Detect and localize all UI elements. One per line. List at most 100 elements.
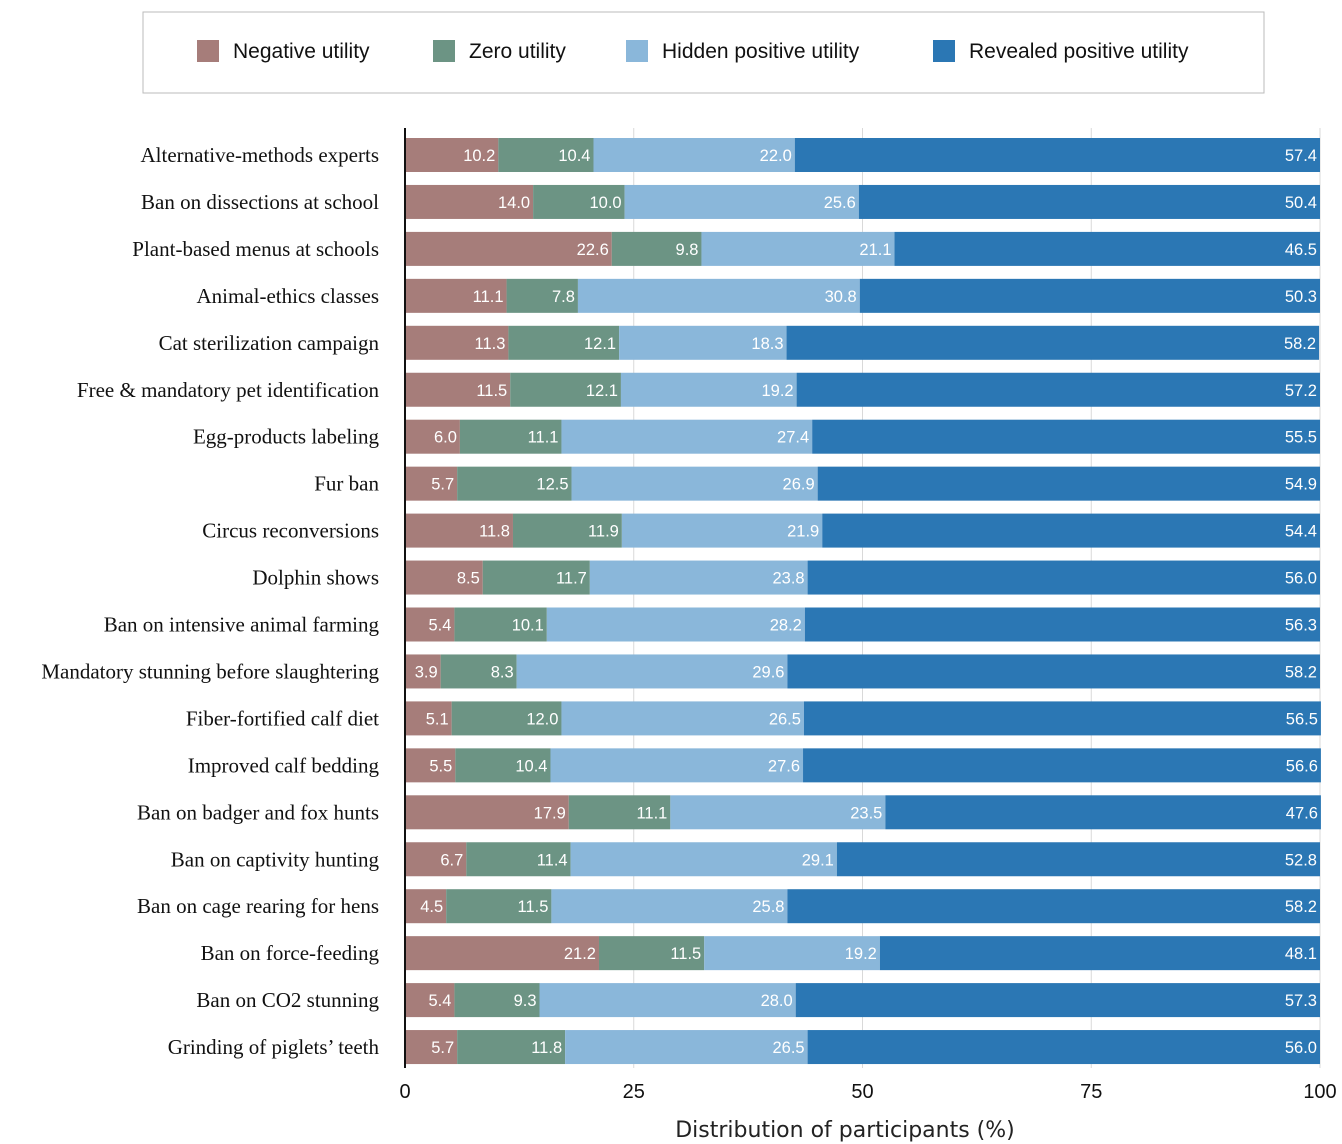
data-label: 52.8 [1285,851,1317,869]
legend-swatch [197,40,219,62]
bar-segment [454,983,540,1018]
bar-segment [804,607,1320,642]
legend-swatch [933,40,955,62]
data-label: 10.1 [512,617,544,635]
data-label: 5.4 [428,617,451,635]
category-label: Mandatory stunning before slaughtering [41,659,379,683]
bar-segment [787,654,1320,689]
bar-segment [454,607,547,642]
bar-segment [796,372,1320,407]
data-label: 29.1 [802,851,834,869]
legend-box [142,11,1265,94]
bar-segment [405,654,441,689]
data-label: 30.8 [825,288,857,306]
data-label: 11.1 [528,429,559,447]
data-label: 55.5 [1285,429,1317,447]
data-label: 50.3 [1285,288,1317,306]
data-label: 5.7 [431,476,454,494]
x-tick-label: 50 [851,1081,873,1103]
data-label: 11.3 [475,335,506,353]
bar-segment [405,1030,458,1065]
legend-swatch [433,40,455,62]
bar-segment [405,466,458,501]
data-label: 6.7 [440,851,463,869]
bar-segment [457,1030,566,1065]
category-label: Circus reconversions [202,519,379,543]
data-label: 21.1 [859,241,891,259]
data-label: 17.9 [534,804,566,822]
data-label: 25.6 [824,194,856,212]
data-label: 58.2 [1284,335,1316,353]
data-label: 12.5 [536,476,568,494]
bar-segment [589,560,808,595]
data-label: 11.5 [518,898,549,916]
data-label: 58.2 [1285,663,1317,681]
data-label: 11.4 [537,851,568,869]
gridlines [633,128,1321,1068]
category-label: Ban on CO2 stunning [196,988,379,1012]
category-label: Alternative-methods experts [140,143,379,167]
category-label: Fiber-fortified calf diet [186,706,379,730]
bar-segment [807,560,1320,595]
bar-segment [803,701,1321,736]
data-label: 9.8 [676,241,699,259]
data-label: 26.5 [769,710,801,728]
category-label: Improved calf bedding [188,753,380,777]
bar-segment [516,654,788,689]
x-tick-label: 25 [623,1081,645,1103]
bar-segment [405,513,513,548]
category-label: Grinding of piglets’ teeth [168,1035,380,1059]
bar-segment [405,701,452,736]
data-label: 11.9 [588,523,619,541]
category-label: Ban on badger and fox hunts [137,800,379,824]
bar-segment [440,654,517,689]
bar-segment [795,983,1320,1018]
bar-segment [670,795,886,830]
data-label: 12.0 [526,710,558,728]
data-label: 48.1 [1285,945,1317,963]
bar-segment [550,748,804,783]
data-label: 50.4 [1285,194,1317,212]
x-tick-label: 100 [1303,1081,1336,1103]
data-label: 26.9 [783,476,815,494]
category-label: Dolphin shows [252,566,379,590]
data-label: 19.2 [761,382,793,400]
bar-segment [571,466,818,501]
bar-segment [455,748,551,783]
bar-segment [457,466,572,501]
x-tick-label: 75 [1080,1081,1102,1103]
bar-segment [405,936,599,971]
data-label: 22.6 [577,241,609,259]
data-label: 56.0 [1285,1039,1317,1057]
data-label: 4.5 [420,898,443,916]
bar-segment [466,842,571,877]
category-label: Ban on intensive animal farming [104,613,380,637]
category-label: Fur ban [314,472,379,496]
data-label: 14.0 [498,194,530,212]
data-label: 54.9 [1285,476,1317,494]
data-label: 5.1 [426,710,449,728]
bar-segment [533,184,625,219]
data-label: 25.8 [752,898,784,916]
data-label: 28.2 [770,617,802,635]
bar-segment [446,889,552,924]
bar-segment [807,1030,1320,1065]
bar-segment [568,795,671,830]
data-label: 57.3 [1285,992,1317,1010]
data-label: 6.0 [434,429,457,447]
legend-label: Hidden positive utility [662,40,860,63]
bar-segment [561,701,804,736]
category-labels: Alternative-methods experts Ban on dissec… [41,143,379,1059]
data-label: 28.0 [761,992,793,1010]
data-label: 29.6 [752,663,784,681]
data-label: 21.2 [564,945,596,963]
data-label: 10.0 [589,194,621,212]
data-label: 27.4 [777,429,809,447]
data-label: 57.4 [1285,147,1317,165]
data-label: 58.2 [1285,898,1317,916]
data-label: 9.3 [514,992,537,1010]
bar-segment [879,936,1320,971]
bar-segment [539,983,796,1018]
bar-segment [598,936,705,971]
bar-segment [508,325,620,360]
